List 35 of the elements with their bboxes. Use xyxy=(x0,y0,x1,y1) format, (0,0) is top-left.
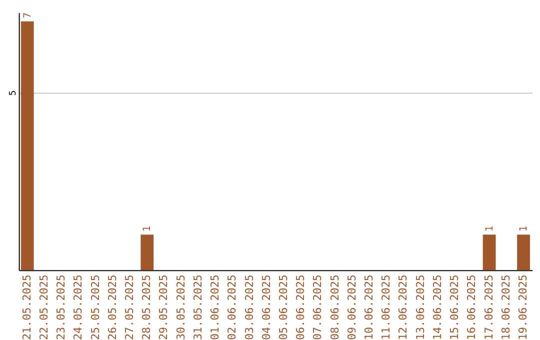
y-tick-label: 5 xyxy=(8,90,18,96)
x-tick-label: 28.05.2025 xyxy=(140,274,154,340)
x-tick-label: 02.06.2025 xyxy=(226,274,239,340)
x-tick-label: 30.05.2025 xyxy=(174,274,188,340)
x-tick-label: 24.05.2025 xyxy=(72,274,85,340)
x-tick-label: 31.05.2025 xyxy=(191,274,204,340)
x-tick-label: 06.06.2025 xyxy=(294,274,308,340)
x-tick-label: 10.06.2025 xyxy=(362,274,376,340)
x-tick-label: 19.06.2025 xyxy=(516,274,530,340)
data-label: 7 xyxy=(22,12,34,18)
x-tick-label: 22.05.2025 xyxy=(37,274,50,340)
x-tick-label: 07.06.2025 xyxy=(311,274,324,340)
x-tick-label: 27.05.2025 xyxy=(123,274,136,340)
x-tick-label: 18.06.2025 xyxy=(499,274,512,340)
x-tick-label: 08.06.2025 xyxy=(328,274,342,340)
x-tick-label: 26.05.2025 xyxy=(106,274,119,340)
x-tick-label: 03.06.2025 xyxy=(242,274,256,340)
x-tick-label: 12.06.2025 xyxy=(396,274,410,340)
x-tick-label: 11.06.2025 xyxy=(380,274,393,340)
x-tick-label: 05.06.2025 xyxy=(276,274,290,340)
x-tick-label: 14.06.2025 xyxy=(430,274,444,340)
x-tick-label: 13.06.2025 xyxy=(414,274,427,340)
x-tick-label: 25.05.2025 xyxy=(88,274,102,340)
data-label: 1 xyxy=(518,226,530,232)
x-tick-label: 16.06.2025 xyxy=(465,274,478,340)
x-tick-label: 29.05.2025 xyxy=(157,274,170,340)
x-tick-label: 01.06.2025 xyxy=(208,274,222,340)
data-label: 1 xyxy=(142,226,154,232)
x-tick-label: 23.05.2025 xyxy=(54,274,68,340)
x-tick-label: 09.06.2025 xyxy=(345,274,358,340)
x-tick-label: 15.06.2025 xyxy=(448,274,462,340)
data-label: 1 xyxy=(484,226,496,232)
x-tick-label: 21.05.2025 xyxy=(20,274,34,340)
x-tick-label: 04.06.2025 xyxy=(260,274,273,340)
x-tick-label: 17.06.2025 xyxy=(482,274,496,340)
